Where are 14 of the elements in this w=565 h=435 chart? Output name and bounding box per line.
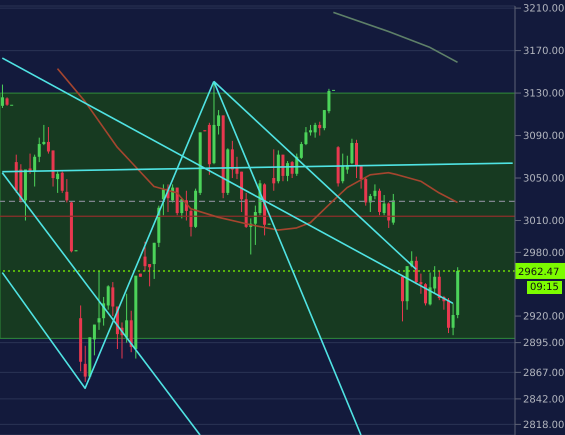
y-tick-label: 3130.00 (523, 88, 564, 100)
y-tick-label: 3170.00 (523, 46, 564, 58)
y-tick-label: 2895.00 (523, 338, 564, 350)
y-tick-label: 3210.00 (523, 4, 564, 15)
y-tick-label: 2980.00 (523, 248, 564, 259)
y-tick-label: 2818.00 (523, 420, 564, 431)
ref-line-label: 2962.47 (518, 266, 560, 278)
y-tick-label: 2867.00 (523, 368, 564, 379)
y-tick-label: 2842.00 (523, 394, 564, 406)
y-tick-label: 3050.00 (523, 174, 564, 185)
y-tick-label: 3090.00 (523, 131, 564, 142)
text: 09:15 (527, 281, 562, 294)
y-tick-label: 2920.00 (523, 312, 564, 323)
y-tick-label: 3010.00 (523, 216, 564, 228)
